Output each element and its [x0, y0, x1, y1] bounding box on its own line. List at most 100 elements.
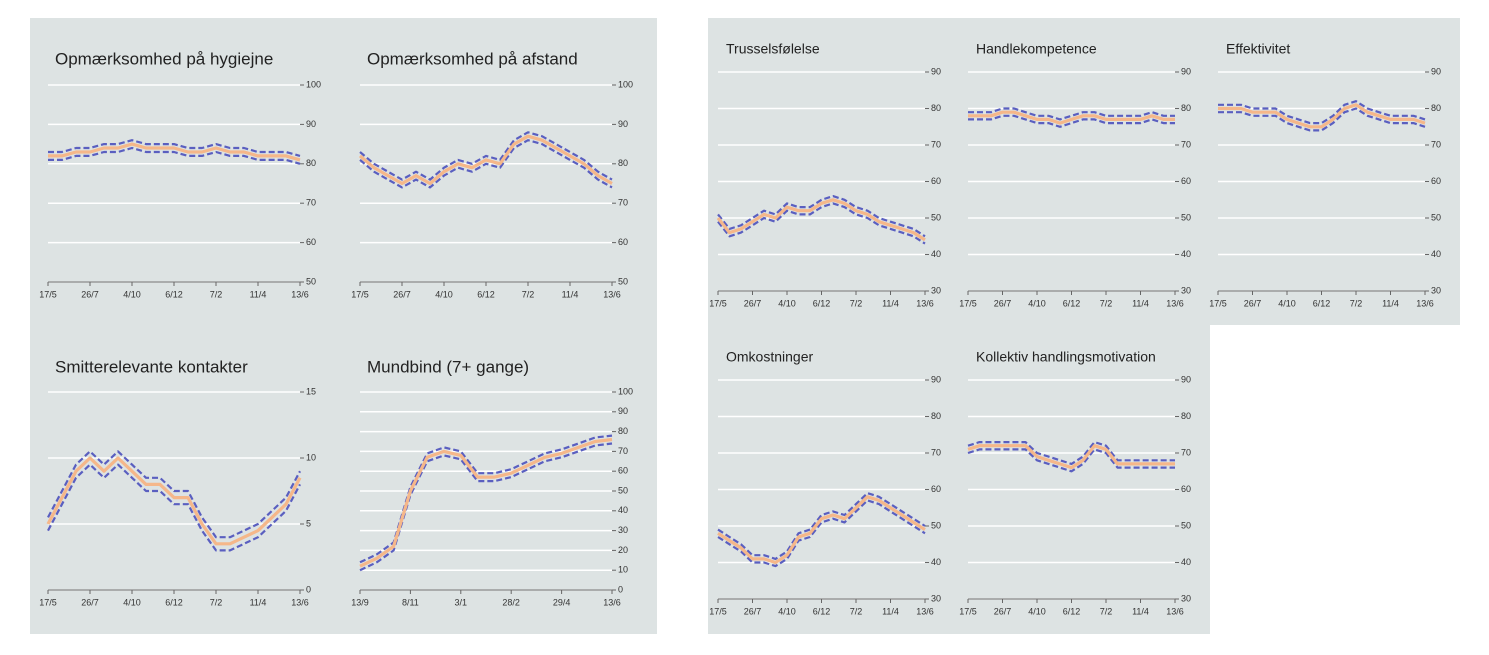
y-tick-label: 90 — [931, 374, 941, 384]
y-tick-label: 100 — [618, 386, 633, 396]
x-tick-label: 26/7 — [994, 298, 1012, 308]
x-tick-label: 17/5 — [959, 606, 977, 616]
y-tick-label: 40 — [1181, 249, 1191, 259]
x-tick-label: 4/10 — [123, 289, 141, 299]
x-tick-label: 7/2 — [850, 606, 863, 616]
y-tick-label: 50 — [931, 212, 941, 222]
y-tick-label: 50 — [306, 276, 316, 286]
y-tick-label: 30 — [618, 525, 628, 535]
y-tick-label: 15 — [306, 386, 316, 396]
x-tick-label: 6/12 — [1063, 606, 1081, 616]
line-series — [716, 198, 926, 242]
line-series — [46, 456, 302, 546]
x-tick-label: 13/6 — [1416, 298, 1434, 308]
y-tick-label: 30 — [931, 285, 941, 295]
y-tick-label: 60 — [1181, 176, 1191, 186]
band-line — [967, 441, 1175, 465]
y-tick-label: 70 — [306, 198, 316, 208]
y-tick-label: 10 — [618, 565, 628, 575]
y-tick-label: 30 — [1181, 285, 1191, 295]
x-tick-label: 7/2 — [522, 289, 535, 299]
y-tick-label: 50 — [618, 485, 628, 495]
line-series — [967, 444, 1175, 470]
line-series — [48, 142, 301, 162]
chart-title: Omkostninger — [726, 349, 813, 365]
x-tick-label: 13/6 — [291, 597, 309, 607]
x-tick-label: 11/4 — [1132, 298, 1149, 308]
band-line — [359, 131, 613, 181]
y-tick-label: 70 — [1181, 447, 1191, 457]
line-series — [358, 134, 613, 186]
chart-title: Effektivitet — [1226, 41, 1290, 57]
x-tick-label: 6/12 — [813, 606, 831, 616]
band-line — [717, 202, 926, 245]
x-tick-label: 4/10 — [1028, 298, 1046, 308]
x-tick-label: 4/10 — [1028, 606, 1046, 616]
x-tick-label: 13/6 — [916, 606, 934, 616]
x-tick-label: 11/4 — [882, 298, 899, 308]
y-tick-label: 50 — [1431, 212, 1441, 222]
y-tick-label: 80 — [931, 411, 941, 421]
y-tick-label: 5 — [306, 518, 311, 528]
y-tick-label: 40 — [1431, 249, 1441, 259]
x-tick-label: 11/4 — [882, 606, 899, 616]
chart-title: Smitterelevante kontakter — [55, 357, 248, 376]
x-tick-label: 8/11 — [402, 597, 419, 607]
y-tick-label: 90 — [618, 119, 628, 129]
x-tick-label: 26/7 — [81, 289, 99, 299]
x-tick-label: 26/7 — [744, 606, 762, 616]
band-line — [48, 146, 301, 165]
x-tick-label: 4/10 — [1278, 298, 1296, 308]
x-tick-label: 29/4 — [553, 597, 571, 607]
x-tick-label: 6/12 — [1063, 298, 1081, 308]
y-tick-label: 80 — [1181, 103, 1191, 113]
x-tick-label: 11/4 — [1132, 606, 1149, 616]
x-tick-label: 17/5 — [959, 298, 977, 308]
y-tick-label: 100 — [618, 79, 633, 89]
chart-title: Opmærksomhed på afstand — [367, 49, 578, 68]
y-tick-label: 50 — [931, 520, 941, 530]
band-line — [47, 463, 301, 552]
y-tick-label: 90 — [1181, 374, 1191, 384]
line-series — [1218, 103, 1426, 129]
y-tick-label: 60 — [1181, 484, 1191, 494]
x-tick-label: 4/10 — [435, 289, 453, 299]
y-tick-label: 90 — [931, 66, 941, 76]
x-tick-label: 7/2 — [210, 597, 223, 607]
x-tick-label: 13/6 — [291, 289, 309, 299]
y-tick-label: 60 — [931, 484, 941, 494]
y-tick-label: 60 — [618, 466, 628, 476]
y-tick-label: 80 — [1181, 411, 1191, 421]
x-tick-label: 28/2 — [502, 597, 520, 607]
y-tick-label: 40 — [931, 249, 941, 259]
x-tick-label: 17/5 — [351, 289, 369, 299]
line-series — [968, 110, 1175, 125]
y-tick-label: 50 — [1181, 212, 1191, 222]
y-tick-label: 60 — [1431, 176, 1441, 186]
chart-title: Opmærksomhed på hygiejne — [55, 49, 273, 68]
band-line — [717, 195, 926, 238]
x-tick-label: 6/12 — [165, 597, 183, 607]
y-tick-label: 0 — [618, 584, 623, 594]
left-panel — [30, 18, 657, 634]
y-tick-label: 90 — [1181, 66, 1191, 76]
x-tick-label: 17/5 — [39, 289, 57, 299]
x-tick-label: 26/7 — [81, 597, 99, 607]
y-tick-label: 80 — [618, 426, 628, 436]
y-tick-label: 90 — [618, 406, 628, 416]
y-tick-label: 70 — [618, 446, 628, 456]
y-tick-label: 70 — [618, 198, 628, 208]
y-tick-label: 30 — [931, 593, 941, 603]
band-line — [968, 107, 1175, 121]
y-tick-label: 40 — [931, 557, 941, 567]
y-tick-label: 60 — [306, 237, 316, 247]
chart-title: Handlekompetence — [976, 41, 1097, 57]
right-panel — [708, 18, 1460, 634]
x-tick-label: 4/10 — [778, 606, 796, 616]
y-tick-label: 40 — [1181, 557, 1191, 567]
x-tick-label: 17/5 — [39, 597, 57, 607]
y-tick-label: 80 — [1431, 103, 1441, 113]
x-tick-label: 6/12 — [165, 289, 183, 299]
